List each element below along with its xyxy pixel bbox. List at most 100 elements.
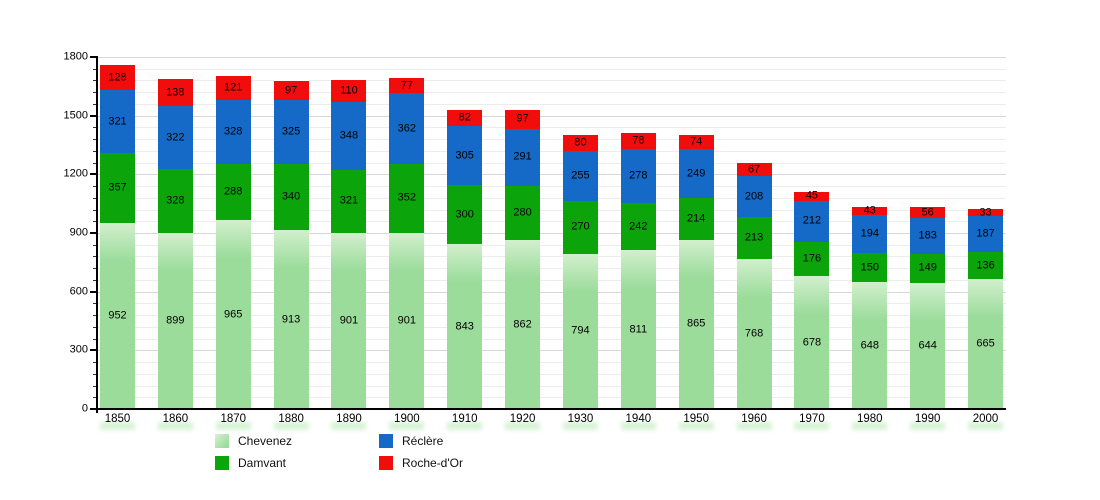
bar-reflection: [157, 422, 193, 430]
bar-segment-chevenez: [794, 276, 830, 409]
bar-reflection: [794, 422, 830, 430]
x-axis-label: 1910: [451, 413, 478, 425]
x-axis-label: 1920: [509, 413, 536, 425]
bar-segment-reclere: [100, 90, 135, 153]
x-axis-label: 1860: [162, 413, 189, 425]
y-axis-label: 600: [69, 285, 88, 298]
value-label-roche-d-or: 45: [805, 189, 819, 202]
gridline-minor: [98, 103, 1006, 105]
y-axis-tick: [90, 408, 97, 410]
value-label-chevenez: 899: [166, 314, 185, 327]
bar-segment-roche-d-or: [620, 133, 656, 149]
gridline-minor: [98, 80, 1006, 82]
value-label-chevenez: 901: [397, 314, 417, 327]
value-label-chevenez: 865: [687, 317, 706, 330]
y-axis-label: 900: [69, 226, 88, 239]
value-label-chevenez: 965: [224, 308, 243, 321]
bar-segment-damvant: [389, 163, 425, 233]
gridline-minor: [98, 256, 1006, 258]
legend-label: Chevenez: [238, 434, 293, 448]
value-label-reclere: 278: [629, 169, 648, 182]
value-label-roche-d-or: 110: [340, 84, 358, 97]
value-label-chevenez: 843: [455, 320, 474, 333]
bar-segment-chevenez: [157, 233, 193, 409]
x-axis-label: 1870: [220, 413, 247, 425]
gridline-minor: [98, 303, 1006, 305]
y-axis-minor-tick: [93, 315, 97, 317]
y-axis-minor-tick: [93, 397, 97, 399]
value-label-chevenez: 913: [281, 313, 301, 326]
value-label-chevenez: 678: [802, 336, 822, 349]
value-label-chevenez: 901: [339, 314, 359, 327]
bar-reflection: [505, 422, 541, 430]
value-label-damvant: 214: [687, 212, 706, 225]
y-axis-tick: [90, 56, 97, 58]
bar-segment-damvant: [794, 241, 830, 277]
gridline-minor: [98, 127, 1006, 129]
legend-swatch-chevenez: [215, 434, 229, 448]
value-label-chevenez: 862: [513, 318, 532, 331]
y-axis-label: 300: [69, 343, 88, 356]
bar-segment-damvant: [620, 203, 656, 251]
value-label-reclere: 208: [744, 190, 764, 203]
gridline-minor: [98, 362, 1006, 364]
value-label-reclere: 348: [339, 129, 359, 142]
legend-item-roche-d-or: Roche-d'Or: [379, 456, 543, 470]
bar-segment-damvant: [331, 170, 367, 233]
bar-reflection: [968, 422, 1004, 430]
x-axis-label: 1900: [394, 413, 420, 425]
x-axis-label: 1950: [683, 413, 709, 425]
x-axis-label: 2000: [972, 413, 999, 425]
y-axis-tick: [90, 290, 97, 293]
value-label-damvant: 136: [976, 259, 995, 272]
bar-segment-reclere: [852, 215, 888, 253]
y-axis-minor-tick: [93, 303, 97, 305]
bar-segment-roche-d-or: [910, 207, 946, 219]
bar-segment-chevenez: [505, 240, 541, 409]
value-label-chevenez: 952: [108, 309, 127, 322]
gridline-minor: [98, 162, 1006, 164]
y-axis-minor-tick: [93, 279, 97, 281]
x-axis-label: 1880: [278, 413, 304, 425]
bar-segment-chevenez: [678, 239, 714, 409]
bar-segment-damvant: [910, 253, 946, 284]
value-label-damvant: 150: [860, 261, 879, 274]
y-axis-minor-tick: [93, 197, 97, 199]
gridline-major: [98, 233, 1006, 234]
gridline-minor: [98, 373, 1006, 375]
gridline-minor: [98, 315, 1006, 317]
bar-segment-chevenez: [389, 232, 425, 409]
bar-segment-reclere: [910, 218, 946, 254]
bar-reflection: [447, 422, 483, 430]
bar-segment-roche-d-or: [505, 109, 541, 129]
y-axis-minor-tick: [93, 268, 97, 270]
gridline-minor: [98, 244, 1006, 246]
bar-segment-roche-d-or: [678, 134, 714, 150]
bar-segment-chevenez: [100, 222, 135, 409]
x-axis-label: 1930: [567, 413, 594, 425]
value-label-damvant: 270: [571, 220, 590, 233]
bar-segment-reclere: [331, 101, 367, 171]
gridline-minor: [98, 221, 1006, 223]
gridline-minor: [98, 338, 1006, 340]
bar-segment-roche-d-or: [794, 191, 830, 201]
value-label-roche-d-or: 97: [284, 84, 298, 97]
bar-segment-roche-d-or: [736, 163, 772, 177]
legend-item-chevenez: Chevenez: [215, 434, 379, 448]
y-axis-label: 1500: [63, 109, 88, 122]
y-axis-minor-tick: [93, 186, 97, 188]
y-axis-minor-tick: [93, 162, 97, 164]
bar-segment-roche-d-or: [447, 109, 483, 126]
bar-reflection: [620, 422, 656, 430]
bar-segment-roche-d-or: [389, 78, 425, 94]
value-label-reclere: 305: [455, 149, 474, 162]
x-axis-label: 1980: [857, 413, 883, 425]
value-label-roche-d-or: 138: [166, 86, 185, 99]
value-label-roche-d-or: 67: [747, 163, 761, 176]
y-axis-minor-tick: [93, 150, 97, 152]
bar-segment-reclere: [447, 125, 483, 186]
value-label-damvant: 321: [339, 194, 359, 207]
value-label-reclere: 362: [397, 122, 417, 135]
bar-segment-damvant: [968, 252, 1004, 279]
